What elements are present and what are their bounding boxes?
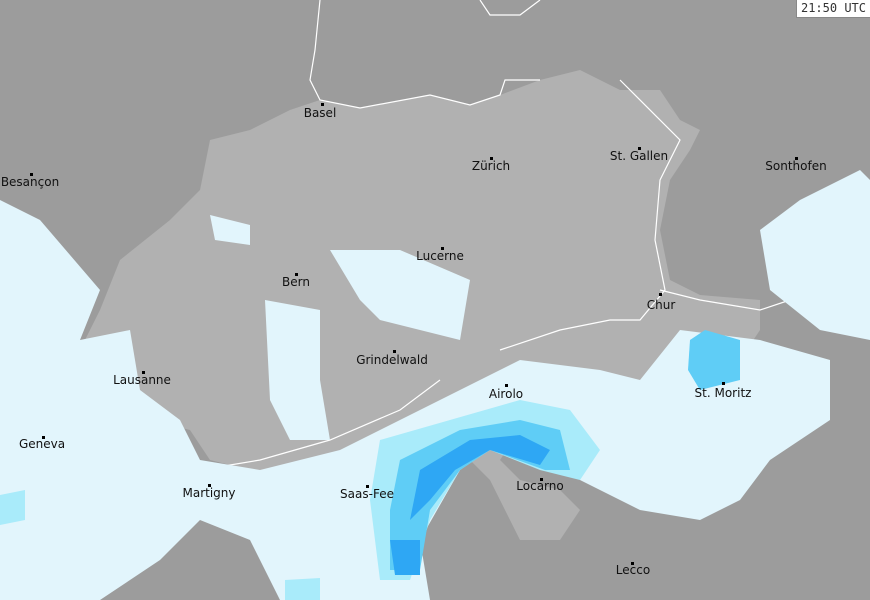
city-dot	[540, 478, 543, 481]
city-dot	[638, 147, 641, 150]
city-label-geneva: Geneva	[18, 437, 66, 451]
city-dot	[505, 384, 508, 387]
city-dot	[30, 173, 33, 176]
city-label-sonthofen: Sonthofen	[765, 159, 827, 173]
city-dot	[631, 562, 634, 565]
city-dot	[795, 157, 798, 160]
city-dot	[366, 485, 369, 488]
city-label-saas-fee: Saas-Fee	[340, 487, 394, 501]
city-label-besancon: Besançon	[0, 175, 60, 189]
city-label-basel: Basel	[303, 106, 337, 120]
city-label-lausanne: Lausanne	[113, 373, 171, 387]
city-label-st-gallen: St. Gallen	[609, 149, 669, 163]
city-label-lecco: Lecco	[615, 563, 651, 577]
city-label-grindelwald: Grindelwald	[356, 353, 428, 367]
city-dot	[208, 484, 211, 487]
timestamp-label: 21:50 UTC	[795, 0, 870, 18]
city-dot	[659, 293, 662, 296]
city-dot	[490, 157, 493, 160]
city-dot	[441, 247, 444, 250]
city-dot	[321, 103, 324, 106]
city-dot	[393, 350, 396, 353]
city-dot	[42, 436, 45, 439]
radar-precipitation	[0, 170, 870, 600]
city-label-zurich: Zürich	[471, 159, 511, 173]
city-label-chur: Chur	[646, 298, 676, 312]
city-dot	[295, 273, 298, 276]
city-dot	[722, 382, 725, 385]
city-label-martigny: Martigny	[182, 486, 236, 500]
city-label-st-moritz: St. Moritz	[694, 386, 752, 400]
national-border	[159, 0, 861, 471]
city-dot	[142, 371, 145, 374]
city-label-lucerne: Lucerne	[416, 249, 464, 263]
city-label-bern: Bern	[282, 275, 310, 289]
city-label-locarno: Locarno	[516, 479, 564, 493]
city-label-airolo: Airolo	[488, 387, 524, 401]
